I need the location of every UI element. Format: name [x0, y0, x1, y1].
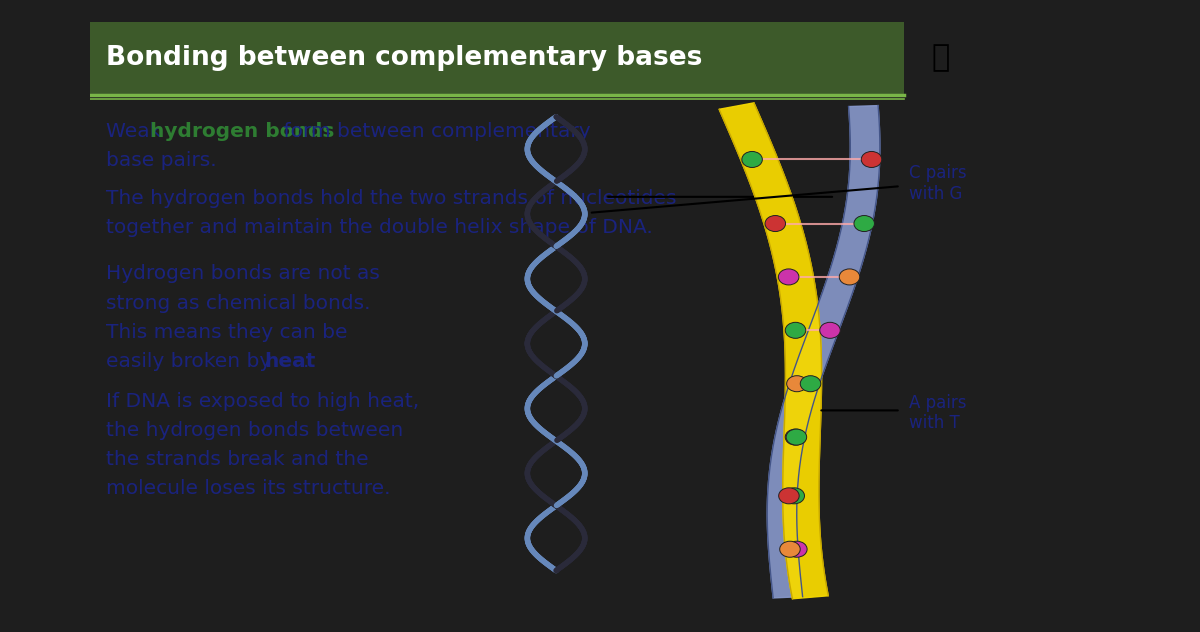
- Text: 📗: 📗: [931, 44, 950, 73]
- Text: Bonding between complementary bases: Bonding between complementary bases: [106, 45, 702, 71]
- Text: hydrogen bonds: hydrogen bonds: [150, 122, 334, 141]
- Text: the hydrogen bonds between: the hydrogen bonds between: [106, 421, 403, 440]
- Text: together and maintain the double helix shape of DNA.: together and maintain the double helix s…: [106, 217, 653, 237]
- Text: base pairs.: base pairs.: [106, 151, 216, 170]
- Text: strong as chemical bonds.: strong as chemical bonds.: [106, 293, 370, 313]
- Text: .: .: [302, 352, 310, 371]
- Text: form between complementary: form between complementary: [277, 122, 590, 141]
- Text: the strands break and the: the strands break and the: [106, 450, 368, 469]
- Text: Weak: Weak: [106, 122, 168, 141]
- Text: Hydrogen bonds are not as: Hydrogen bonds are not as: [106, 264, 379, 283]
- Text: easily broken by: easily broken by: [106, 352, 277, 371]
- FancyBboxPatch shape: [90, 21, 905, 95]
- Text: heat: heat: [264, 352, 316, 371]
- Text: If DNA is exposed to high heat,: If DNA is exposed to high heat,: [106, 392, 419, 411]
- Text: This means they can be: This means they can be: [106, 323, 347, 342]
- Text: The hydrogen bonds hold the two strands of nucleotides: The hydrogen bonds hold the two strands …: [106, 188, 676, 207]
- Text: molecule loses its structure.: molecule loses its structure.: [106, 479, 390, 498]
